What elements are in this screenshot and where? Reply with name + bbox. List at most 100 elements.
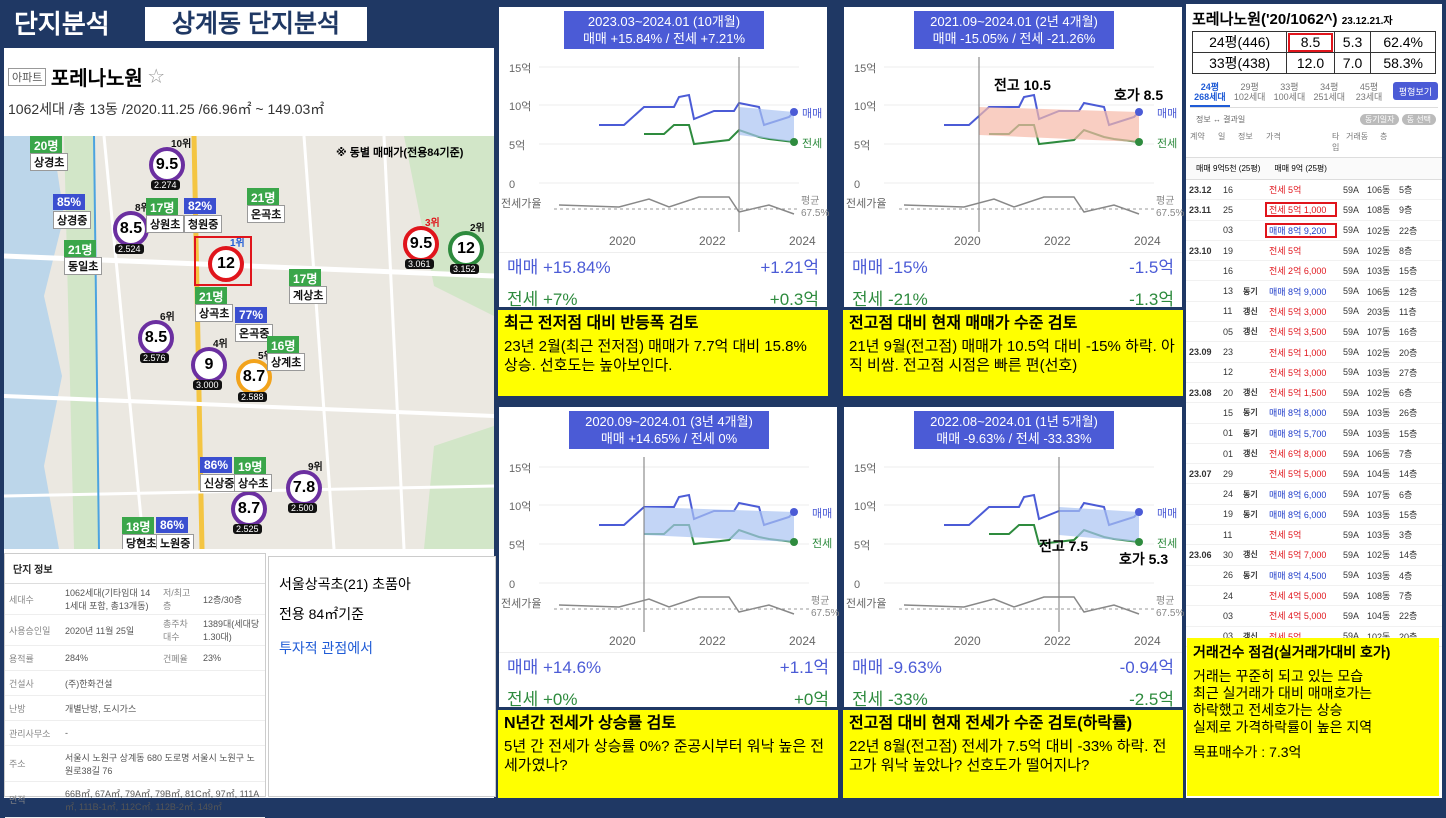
tx-row[interactable]: 23.08 20 갱신 전세 5억 1,500 59A 102동 6층	[1186, 383, 1442, 404]
school-flag[interactable]: 21명	[195, 287, 228, 306]
price-marker[interactable]: 9.5	[149, 147, 185, 183]
x-tick: 2022	[699, 234, 726, 248]
school-flag[interactable]: 86%	[156, 517, 189, 533]
price-marker[interactable]: 7.8	[286, 470, 322, 506]
school-flag[interactable]: 16명	[267, 336, 300, 355]
area-tab[interactable]: 33평 100세대	[1270, 82, 1310, 107]
price-marker[interactable]: 8.7	[231, 491, 267, 527]
diff-area	[644, 507, 794, 542]
tx-cell: 동기	[1243, 428, 1258, 438]
price-marker[interactable]: 12	[208, 246, 244, 282]
tx-row[interactable]: 23.11 25 전세 5억 1,000 59A 108동 9층	[1186, 200, 1442, 221]
marker-value: 8.5	[144, 329, 168, 346]
avg-value: 67.5%	[1156, 208, 1184, 219]
school-flag[interactable]: 17명	[146, 198, 179, 217]
tx-cell: 11층	[1399, 306, 1417, 317]
tx-cell: 전세 4억 5,000	[1269, 591, 1327, 602]
school-name: 당현초	[122, 534, 161, 549]
summary-cell: 5.3	[1333, 31, 1372, 53]
tx-cell: 11	[1223, 529, 1233, 540]
tx-row[interactable]: 15 동기 매매 8억 8,000 59A 103동 26층	[1186, 403, 1442, 424]
tx-cell: 전세 2억 6,000	[1269, 266, 1327, 277]
school-flag[interactable]: 17명	[289, 269, 322, 288]
tx-cell: 5층	[1399, 185, 1413, 196]
tx-row[interactable]: 23.10 19 전세 5억 59A 102동 8층	[1186, 241, 1442, 262]
area-tab[interactable]: 24평 268세대	[1190, 82, 1230, 107]
school-flag[interactable]: 19명	[234, 457, 267, 476]
analysis-box: N년간 전세가 상승률 검토 5년 간 전세가 상승률 0%? 준공시부터 워낙 …	[498, 710, 838, 798]
tx-row[interactable]: 13 동기 매매 8억 9,000 59A 106동 12층	[1186, 281, 1442, 302]
school-name: 상경중	[53, 211, 92, 229]
school-flag[interactable]: 85%	[53, 194, 86, 210]
tx-cell: 11	[1223, 306, 1233, 317]
marker-sub: 2.525	[233, 524, 262, 534]
star-icon[interactable]: ☆	[147, 66, 166, 88]
school-flag[interactable]: 77%	[235, 307, 268, 323]
info-key: 면적	[9, 795, 26, 805]
tx-row[interactable]: 01 동기 매매 8억 5,700 59A 103동 15층	[1186, 424, 1442, 444]
school-flag[interactable]: 20명	[30, 136, 63, 155]
tx-cell: 14층	[1399, 469, 1418, 480]
tx-cell: 108동	[1367, 591, 1391, 602]
tx-row[interactable]: 23.07 29 전세 5억 5,000 59A 104동 14층	[1186, 464, 1442, 485]
sale-dot	[790, 508, 798, 516]
tx-row[interactable]: 16 전세 2억 6,000 59A 103동 15층	[1186, 261, 1442, 282]
tx-btn-dong[interactable]: 동 선택	[1401, 114, 1436, 125]
tx-row[interactable]: 23.09 23 전세 5억 1,000 59A 102동 20층	[1186, 342, 1442, 363]
tab-sub: 23세대	[1355, 92, 1383, 102]
tx-cell: 103동	[1367, 570, 1391, 581]
tx-cell: 13	[1223, 286, 1234, 297]
info-key: 사용승인일	[9, 625, 51, 636]
price-marker[interactable]: 8.5	[113, 211, 149, 247]
marker-rank: 5위	[258, 351, 273, 362]
tx-row[interactable]: 11 갱신 전세 5억 3,000 59A 203동 11층	[1186, 302, 1442, 323]
apt-subtitle: 1062세대 /총 13동 /2020.11.25 /66.96㎡ ~ 149.…	[8, 101, 325, 117]
tx-row[interactable]: 11 전세 5억 59A 103동 3층	[1186, 525, 1442, 546]
x-tick: 2022	[1044, 634, 1071, 648]
area-tab[interactable]: 34평 251세대	[1309, 82, 1349, 107]
tx-top-row: 매매 9억5천 (25평) 매매 9억 (25평)	[1186, 158, 1442, 180]
tx-row[interactable]: 19 동기 매매 8억 6,000 59A 103동 15층	[1186, 505, 1442, 526]
price-marker[interactable]: 12	[448, 231, 484, 267]
school-name: 온곡중	[235, 324, 274, 342]
area-tab[interactable]: 29평 102세대	[1230, 82, 1270, 107]
tx-row[interactable]: 03 전세 4억 5,000 59A 104동 22층	[1186, 606, 1442, 627]
tx-cell: 25	[1223, 204, 1234, 215]
map[interactable]: ※ 동별 매매가(전용84기준) 9.5 10위 2.274 8.5 8위 2.524 12…	[4, 136, 494, 549]
school-flag[interactable]: 82%	[184, 198, 217, 214]
tx-cell: 갱신	[1243, 388, 1258, 398]
tx-row[interactable]: 03 매매 8억 9,200 59A 102동 22층	[1186, 221, 1442, 241]
summary-cell: 62.4%	[1370, 31, 1436, 53]
jeonse-dot	[790, 138, 798, 146]
school-flag[interactable]: 21명	[64, 240, 97, 259]
tx-row[interactable]: 01 갱신 전세 6억 8,000 59A 106동 7층	[1186, 444, 1442, 465]
price-marker[interactable]: 9	[191, 347, 227, 383]
school-flag[interactable]: 21명	[247, 188, 280, 207]
tx-row[interactable]: 24 동기 매매 8억 6,000 59A 107동 6층	[1186, 484, 1442, 505]
target-complex-box	[194, 236, 252, 286]
jeonse-summary: 전세 +0% +0억	[499, 685, 837, 710]
more-area-button[interactable]: 평형보기	[1392, 82, 1439, 100]
tx-row[interactable]: 23.12 16 전세 5억 59A 106동 5층	[1186, 180, 1442, 201]
price-marker[interactable]: 8.5	[138, 320, 174, 356]
apt-name[interactable]: 포레나노원	[50, 68, 143, 90]
tx-row[interactable]: 24 전세 4억 5,000 59A 108동 7층	[1186, 586, 1442, 607]
tx-cell: 106동	[1367, 449, 1391, 459]
tx-row[interactable]: 26 동기 매매 8억 4,500 59A 103동 4층	[1186, 566, 1442, 586]
tx-row[interactable]: 12 전세 5억 3,000 59A 103동 27층	[1186, 363, 1442, 383]
school-flag[interactable]: 86%	[200, 457, 233, 473]
tx-row[interactable]: 23.06 30 갱신 전세 5억 7,000 59A 102동 14층	[1186, 545, 1442, 566]
tx-cell: 전세 5억 1,000	[1269, 347, 1327, 358]
tx-btn-date[interactable]: 동기일자	[1360, 114, 1400, 125]
ratio-line	[558, 196, 795, 215]
chart-stats: 매매 -9.63% / 전세 -33.33%	[936, 431, 1092, 446]
price-marker[interactable]: 9.5	[403, 226, 439, 262]
tx-row[interactable]: 05 갱신 전세 5억 3,500 59A 107동 16층	[1186, 322, 1442, 343]
school-flag[interactable]: 18명	[122, 517, 155, 536]
tx-cell: 59A	[1343, 306, 1360, 317]
chart-stats: 매매 -15.05% / 전세 -21.26%	[932, 31, 1096, 46]
marker-value: 8.5	[119, 220, 143, 237]
info-row: 세대수 1062세대(기타임대 14 1세대 포함, 총13개동) 저/최고층 12층…	[5, 584, 265, 615]
area-tab[interactable]: 45평 23세대	[1349, 82, 1389, 107]
jeonse-legend: 전세	[802, 137, 822, 150]
